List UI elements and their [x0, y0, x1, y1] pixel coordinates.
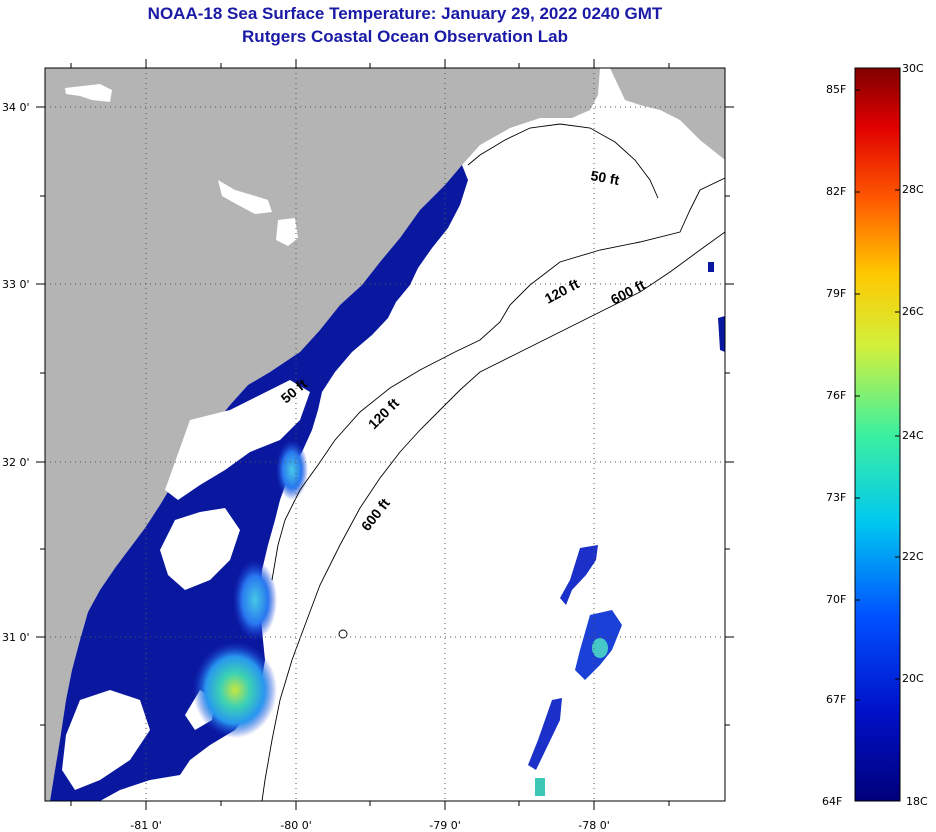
contour-label: 50 ft [589, 167, 620, 188]
colorbar-label-c: 24C [902, 429, 924, 442]
lon-label: -79 0' [429, 819, 461, 832]
lat-label: 34 0' [2, 101, 30, 114]
colorbar-label-c: 18C [906, 795, 928, 808]
colorbar-label-f: 85F [826, 83, 847, 96]
colorbar-label-f: 82F [826, 185, 847, 198]
cloud-patch [160, 508, 240, 590]
contour-120ft [271, 177, 725, 581]
colorbar-label-f: 73F [826, 491, 847, 504]
colorbar-label-f: 79F [826, 287, 847, 300]
lat-label: 31 0' [2, 631, 30, 644]
colorbar-label-f: 67F [826, 693, 847, 706]
colorbar-ticks [855, 89, 900, 701]
offshore-sst-fragment [708, 262, 714, 272]
land-mass-ne [610, 68, 725, 160]
colorbar-label-c: 20C [902, 672, 924, 685]
lon-label: -81 0' [130, 819, 162, 832]
colorbar-label-c: 22C [902, 550, 924, 563]
lon-label: -80 0' [280, 819, 312, 832]
land-mass [45, 68, 600, 801]
colorbar-label-f: 64F [822, 795, 843, 808]
inland-water [276, 218, 298, 246]
lon-label: -78 0' [578, 819, 610, 832]
cloud-patch [165, 380, 310, 500]
warm-water-patch [193, 642, 277, 738]
offshore-sst-fragment [718, 316, 725, 352]
map-subtitle: Rutgers Coastal Ocean Observation Lab [242, 27, 568, 46]
map-title: NOAA-18 Sea Surface Temperature: January… [147, 4, 663, 23]
colorbar-label-c: 30C [902, 62, 924, 75]
lat-label: 32 0' [2, 456, 30, 469]
map-border [44, 67, 726, 802]
inland-water [218, 180, 272, 214]
warm-water-patch [276, 440, 308, 500]
offshore-sst-fragment [560, 545, 598, 605]
axis-ticks [36, 59, 734, 810]
graticule [45, 68, 725, 801]
offshore-sst-fragment [528, 698, 562, 770]
contour-50ft [467, 123, 659, 199]
colorbar-label-f: 70F [826, 593, 847, 606]
cloud-patch [62, 690, 150, 790]
inland-water [65, 84, 112, 102]
colorbar-label-c: 26C [902, 305, 924, 318]
colorbar-label-c: 28C [902, 183, 924, 196]
lat-label: 33 0' [2, 278, 30, 291]
contour-ring [338, 629, 348, 639]
colorbar-border [854, 67, 901, 802]
warm-water-patch [233, 560, 277, 640]
contour-600ft [261, 231, 725, 801]
warm-water-patch [592, 638, 608, 658]
colorbar [855, 68, 900, 801]
warm-water-patch [535, 778, 545, 796]
ocean-cold-region [50, 165, 468, 801]
colorbar-label-f: 76F [826, 389, 847, 402]
